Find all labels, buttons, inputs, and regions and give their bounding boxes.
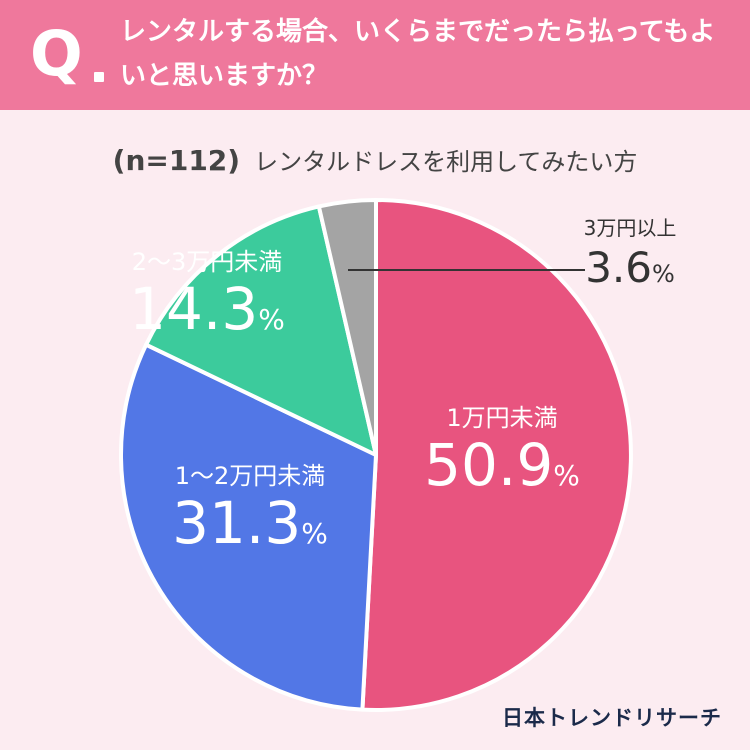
slice-3-unit: % bbox=[258, 303, 285, 336]
question-header: Q レンタルする場合、いくらまでだったら払ってもよいと思いますか？ bbox=[0, 0, 750, 110]
slice-3-value: 14.3 bbox=[129, 275, 259, 343]
slice-1-category: 1万円未満 bbox=[446, 404, 558, 432]
slice-3-category: 2〜3万円未満 bbox=[131, 248, 283, 276]
slice-label-1: 1万円未満 50.9% bbox=[392, 398, 612, 508]
slice-label-2: 1〜2万円未満 31.3% bbox=[130, 456, 370, 566]
q-dot bbox=[94, 72, 104, 82]
pie-slice-3 bbox=[144, 204, 378, 457]
slice-4-unit: % bbox=[651, 260, 675, 288]
slice-label-4: 3万円以上 3.6% bbox=[560, 212, 700, 301]
chart-subtitle: (n=112) レンタルドレスを利用してみたい方 bbox=[0, 142, 750, 177]
respondent-group: レンタルドレスを利用してみたい方 bbox=[254, 148, 638, 176]
brand-logo: 日本トレンドリサーチ bbox=[502, 706, 722, 730]
slice-4-value: 3.6 bbox=[585, 243, 652, 292]
pie-slice-2 bbox=[119, 342, 378, 712]
slice-1-unit: % bbox=[553, 459, 580, 492]
slice-1-value: 50.9 bbox=[424, 431, 554, 499]
slice-4-category: 3万円以上 bbox=[583, 216, 677, 240]
slice-label-3: 2〜3万円未満 14.3% bbox=[92, 242, 322, 352]
slice-2-value: 31.3 bbox=[172, 489, 302, 557]
sample-size: (n=112) bbox=[112, 144, 241, 177]
pie-slice-4 bbox=[316, 198, 378, 457]
question-text: レンタルする場合、いくらまでだったら払ってもよいと思いますか？ bbox=[120, 17, 716, 91]
pie-slice-1 bbox=[360, 198, 633, 712]
q-mark: Q bbox=[30, 17, 83, 90]
slice-2-category: 1〜2万円未満 bbox=[174, 462, 326, 490]
slice-2-unit: % bbox=[301, 517, 328, 550]
